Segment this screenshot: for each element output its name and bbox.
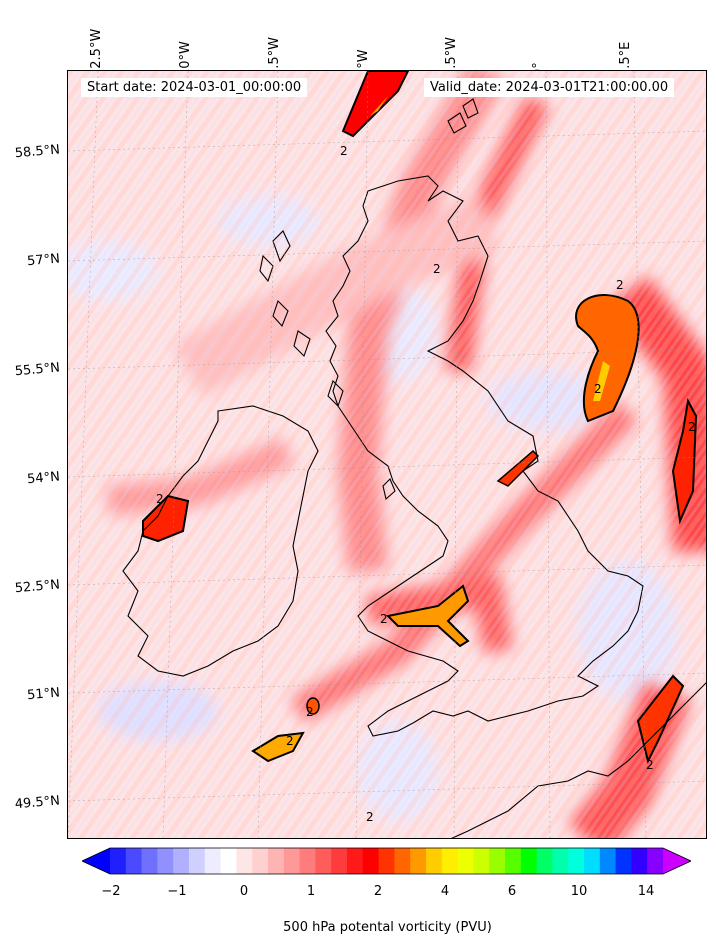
lat-label-51N: 51°N [26, 685, 61, 704]
colorbar-segment [552, 848, 569, 874]
coastlines [122, 98, 706, 838]
colorbar-segment [125, 848, 143, 874]
colorbar-segment [331, 848, 348, 874]
colorbar-segment [489, 848, 506, 874]
colorbar-segment [236, 848, 253, 874]
colorbar-segment [204, 848, 222, 874]
pv-field: 2 2 2 2 2 2 2 2 2 2 2 [68, 71, 706, 838]
colorbar-tick: −2 [101, 884, 121, 899]
pv-anomalies [142, 71, 698, 764]
colorbar-segment [426, 848, 443, 874]
colorbar-tick: 14 [637, 884, 655, 899]
colorbar-segment [157, 848, 174, 874]
colorbar-segment [110, 848, 127, 874]
colorbar-tick: 10 [570, 884, 588, 899]
valid-date-label: Valid_date: 2024-03-01T21:00:00.00 [424, 78, 675, 97]
contour-label: 2 [594, 382, 602, 396]
colorbar-segment [299, 848, 316, 874]
contour-label: 2 [366, 810, 374, 824]
lat-label-49.5N: 49.5°N [14, 793, 61, 813]
colorbar-segment [378, 848, 395, 874]
pv-map: 2 2 2 2 2 2 2 2 2 2 2 [67, 70, 707, 839]
contour-label: 2 [380, 612, 388, 626]
ripple-texture [68, 71, 706, 838]
colorbar-segment [631, 848, 648, 874]
colorbar-segment [362, 848, 380, 874]
colorbar-segment [520, 848, 538, 874]
colorbar-segment [189, 848, 206, 874]
lat-label-54N: 54°N [26, 469, 61, 488]
graticule [68, 71, 706, 838]
colorbar-segment [568, 848, 585, 874]
colorbar-segment [473, 848, 490, 874]
colorbar-extend-min [82, 848, 110, 874]
lat-label-52.5N: 52.5°N [14, 577, 61, 597]
contour-label: 2 [286, 734, 294, 748]
colorbar-segment [220, 848, 237, 874]
colorbar-outline [82, 847, 691, 875]
colorbar-segment [505, 848, 522, 874]
colorbar-segment [252, 848, 269, 874]
colorbar-segment [584, 848, 601, 874]
colorbar-label: 500 hPa potental vorticity (PVU) [283, 920, 492, 935]
contour-label: 2 [688, 420, 696, 434]
colorbar [82, 847, 691, 875]
colorbar-segment [347, 848, 364, 874]
colorbar-segment [536, 848, 553, 874]
colorbar-segment [141, 848, 158, 874]
contour-label: 2 [306, 705, 314, 719]
colorbar-tick: 1 [306, 884, 316, 899]
contour-label: 2 [616, 278, 624, 292]
colorbar-segment [457, 848, 474, 874]
colorbar-extend-max [663, 848, 691, 874]
contour-label: 2 [646, 758, 654, 772]
colorbar-segment [394, 848, 411, 874]
colorbar-segment [173, 848, 190, 874]
colorbar-segment [599, 848, 617, 874]
lat-label-55.5N: 55.5°N [14, 360, 61, 380]
colorbar-segment [441, 848, 459, 874]
colorbar-tick: 6 [507, 884, 517, 899]
lat-label-57N: 57°N [26, 251, 61, 270]
colorbar-segment [283, 848, 301, 874]
colorbar-segment [615, 848, 632, 874]
colorbar-tick: 4 [440, 884, 450, 899]
colorbar-tick: −1 [167, 884, 187, 899]
colorbar-tick: 2 [373, 884, 383, 899]
colorbar-segment [268, 848, 285, 874]
colorbar-segment [315, 848, 332, 874]
contour-label: 2 [340, 144, 348, 158]
start-date-label: Start date: 2024-03-01_00:00:00 [81, 78, 308, 97]
contour-label: 2 [156, 492, 164, 506]
colorbar-tick: 0 [239, 884, 249, 899]
colorbar-segment [410, 848, 427, 874]
contour-label: 2 [433, 262, 441, 276]
colorbar-segment [647, 848, 664, 874]
lat-label-58.5N: 58.5°N [14, 142, 61, 162]
